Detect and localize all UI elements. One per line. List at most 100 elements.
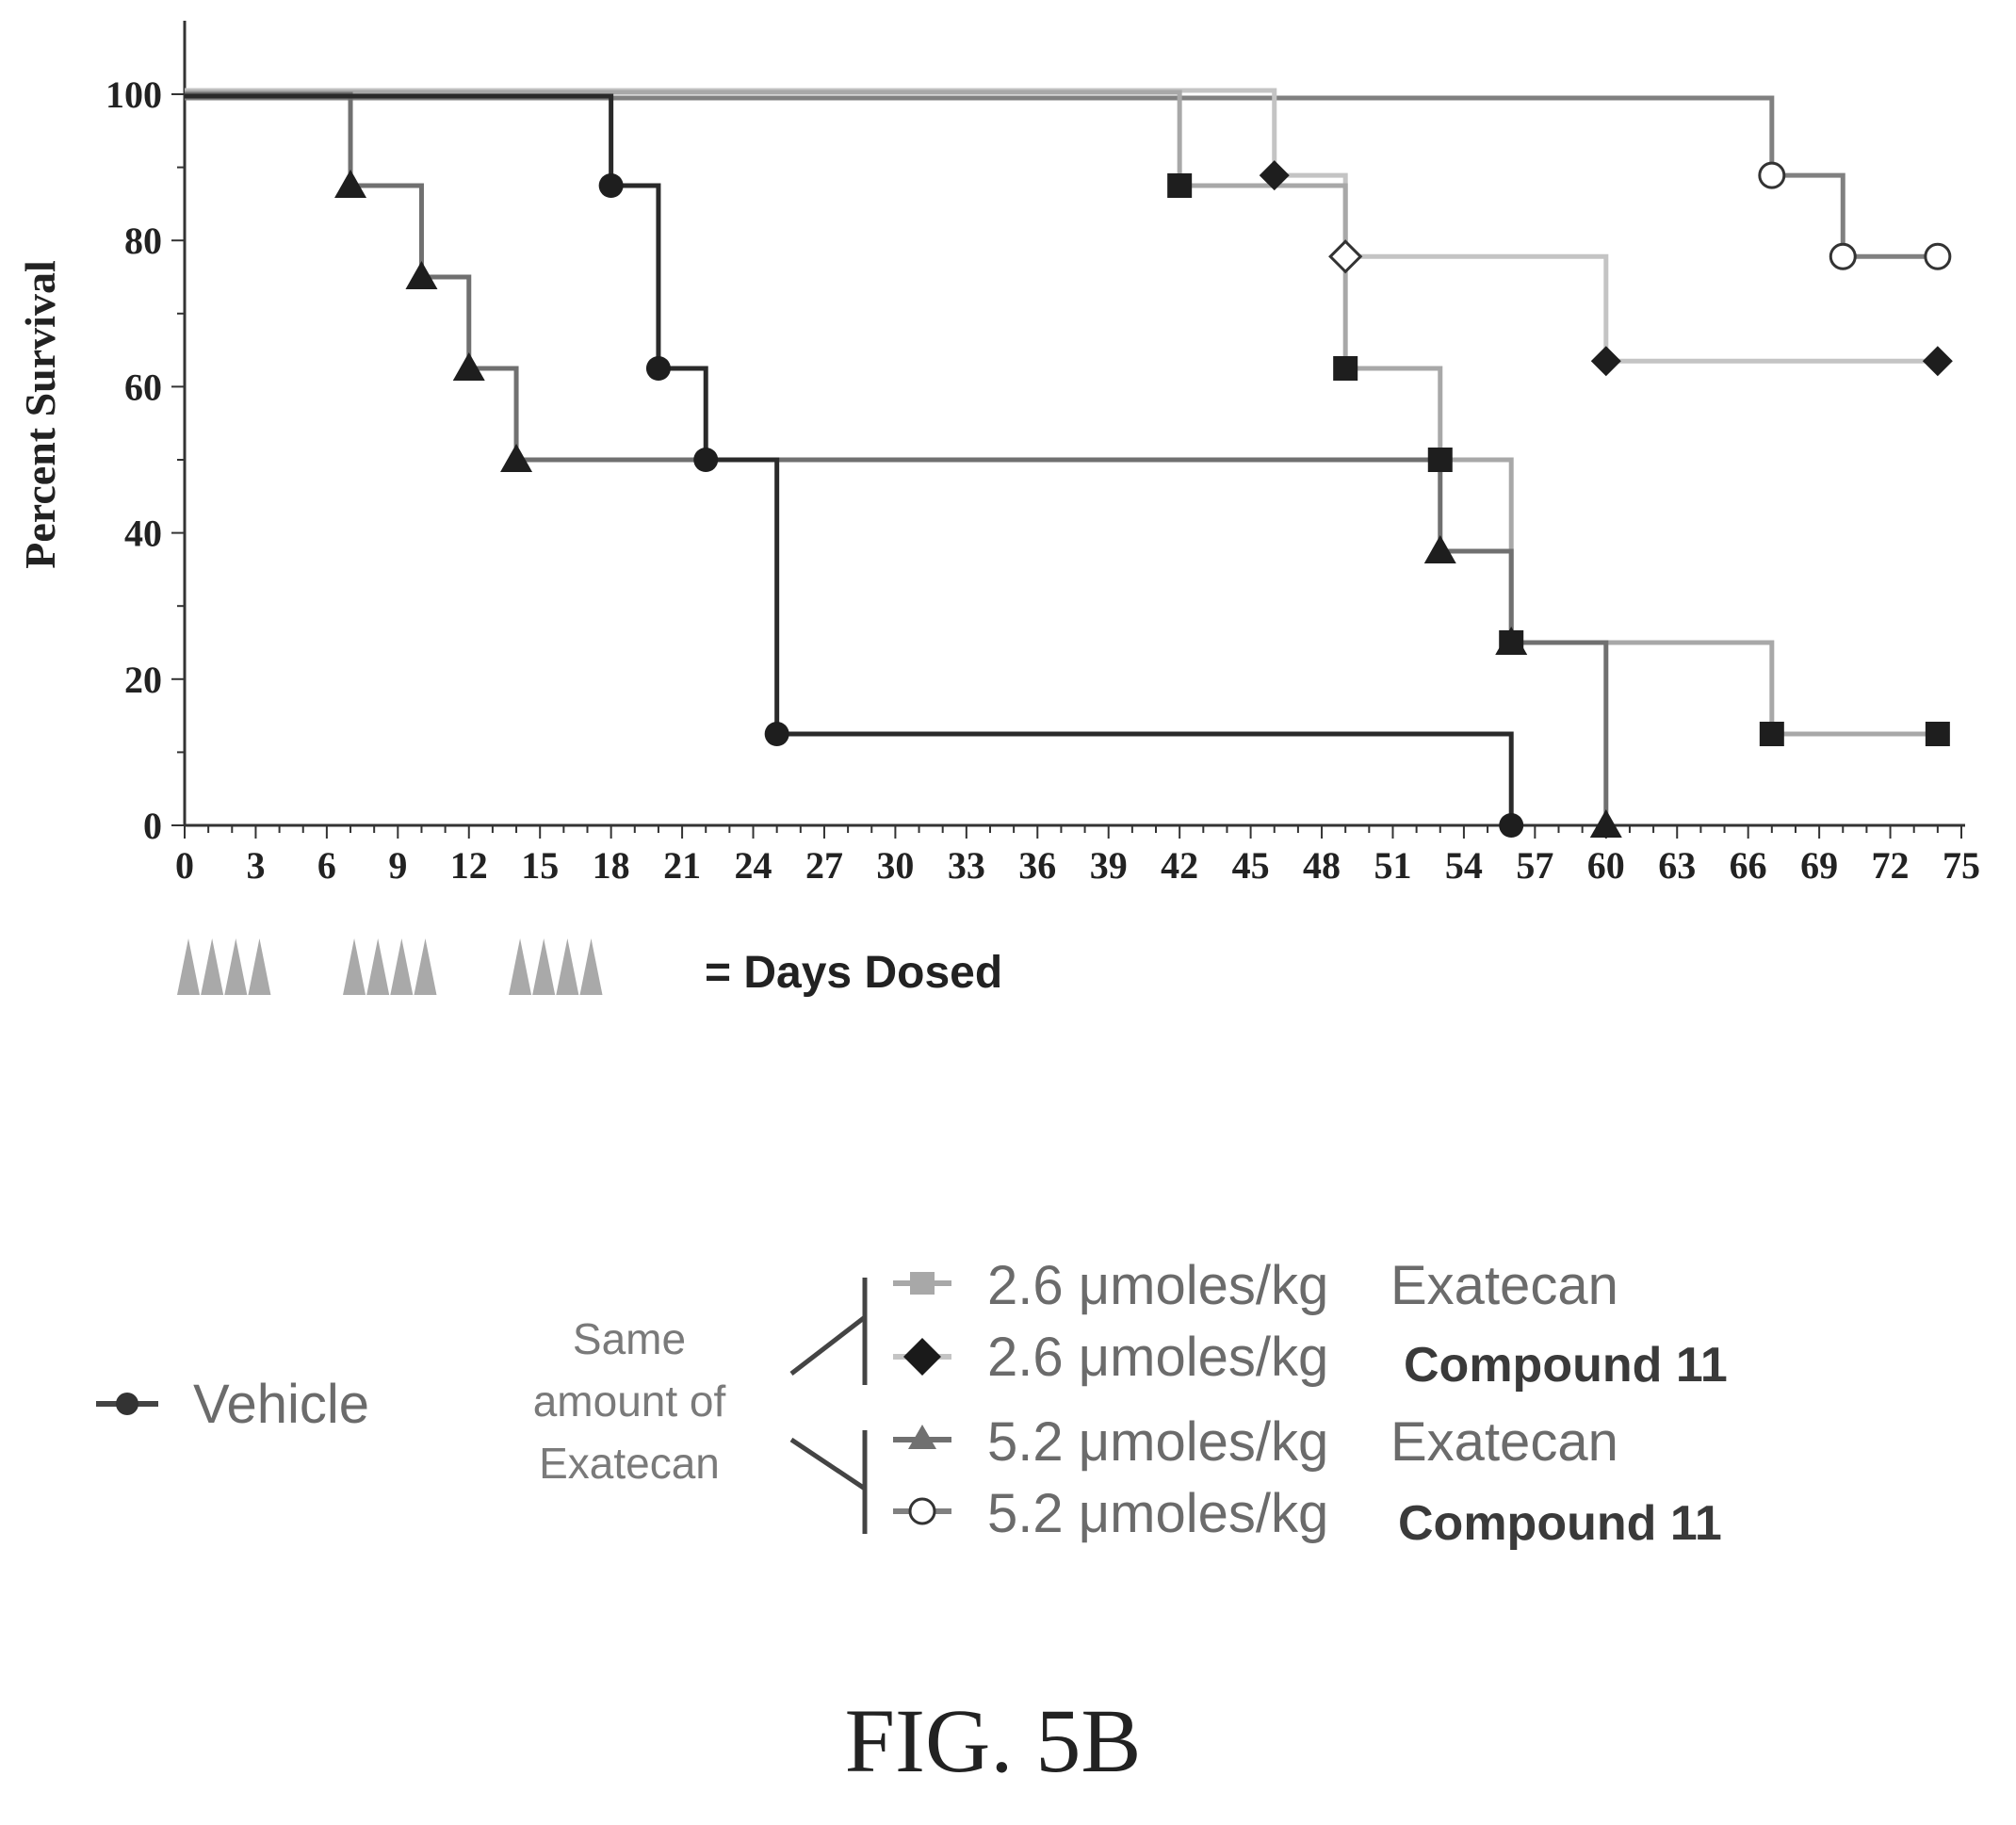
legend-dose-label: 5.2 μmoles/kg [987, 1483, 1328, 1544]
x-tick-label: 3 [246, 844, 265, 887]
dose-day-marker [556, 938, 579, 995]
x-tick-label: 18 [593, 844, 630, 887]
x-tick-label: 24 [735, 844, 772, 887]
series-1-marker [1333, 356, 1358, 381]
legend-entry-exatecan-2-6: 2.6 μmoles/kg Exatecan [893, 1255, 1618, 1316]
legend-square-marker [910, 1272, 935, 1295]
x-tick-label: 21 [663, 844, 701, 887]
legend-name-label: Exatecan [1390, 1255, 1618, 1316]
series-0-marker [645, 356, 671, 381]
x-tick-label: 75 [1943, 844, 1980, 887]
series-3-marker [1495, 627, 1528, 655]
y-tick-label: 20 [124, 659, 162, 701]
legend: Vehicle Same amount of Exatecan 2.6 μmol… [96, 1255, 1728, 1551]
plot-area: 0 3 6 9 12 15 18 21 24 27 30 33 36 39 42 45 48 51 54 57 60 63… [106, 21, 1980, 887]
series-0-marker [693, 448, 719, 472]
legend-dose-label: 2.6 μmoles/kg [987, 1327, 1328, 1388]
series-2-marker [1328, 239, 1363, 274]
legend-triangle-marker [908, 1425, 936, 1449]
legend-name-label: Compound 11 [1398, 1496, 1722, 1551]
x-tick-label: 0 [175, 844, 194, 887]
x-tick-label: 51 [1374, 844, 1411, 887]
dose-day-marker [509, 938, 532, 995]
series-3-marker [334, 170, 367, 198]
x-tick-label: 30 [876, 844, 914, 887]
series-1-marker [1167, 173, 1193, 198]
series-3-marker [405, 261, 438, 289]
upper-bracket-arm [789, 1315, 867, 1376]
series-line-3 [185, 91, 1609, 825]
series-1-marker [1925, 722, 1950, 746]
x-tick-label: 9 [388, 844, 407, 887]
series-1-marker [1427, 448, 1453, 472]
dose-day-marker [248, 938, 271, 995]
y-tick-label: 0 [143, 805, 162, 847]
y-tick-label: 60 [124, 366, 162, 408]
x-tick-label: 36 [1018, 844, 1056, 887]
dose-day-marker [366, 938, 390, 995]
y-axis-title: Percent Survival [16, 260, 64, 568]
group-label-line-3: Exatecan [539, 1439, 720, 1488]
x-tick-label: 12 [450, 844, 488, 887]
series-3-marker [1423, 535, 1456, 563]
dose-day-marker [414, 938, 437, 995]
legend-entry-exatecan-5-2: 5.2 μmoles/kg Exatecan [893, 1411, 1618, 1473]
series-line-0 [185, 93, 1514, 825]
x-tick-label: 57 [1516, 844, 1553, 887]
series-line-4 [185, 95, 1938, 259]
series-line-2 [185, 88, 1938, 364]
x-tick-label: 27 [805, 844, 843, 887]
series-0-marker [598, 173, 624, 198]
legend-entry-compound11-2-6: 2.6 μmoles/kg Compound 11 [893, 1327, 1728, 1393]
x-tick-label: 15 [521, 844, 559, 887]
series-lines [185, 88, 1938, 825]
legend-name-label: Compound 11 [1404, 1338, 1728, 1393]
x-tick-label: 69 [1800, 844, 1838, 887]
dose-day-marker [201, 938, 224, 995]
legend-open-circle-marker [908, 1497, 936, 1525]
dose-day-marker [532, 938, 556, 995]
x-tick-label: 42 [1161, 844, 1198, 887]
x-tick-label: 66 [1730, 844, 1767, 887]
series-2-marker [1259, 160, 1290, 191]
group-label: Same amount of Exatecan [533, 1314, 726, 1488]
series-3-marker [500, 444, 533, 472]
series-1-marker [1759, 722, 1784, 746]
x-tick-label: 39 [1090, 844, 1128, 887]
legend-vehicle: Vehicle [96, 1374, 369, 1435]
legend-diamond-marker [903, 1338, 941, 1376]
legend-dose-label: 5.2 μmoles/kg [987, 1411, 1328, 1473]
series-4-marker [1829, 242, 1857, 270]
group-label-line-1: Same [573, 1314, 686, 1363]
x-tick-label: 63 [1658, 844, 1696, 887]
y-tick-label: 40 [124, 513, 162, 555]
dose-day-marker [177, 938, 200, 995]
group-label-line-2: amount of [533, 1377, 726, 1426]
dose-day-marker [579, 938, 603, 995]
legend-vehicle-marker [116, 1393, 138, 1415]
x-tick-label: 48 [1303, 844, 1341, 887]
y-tick-label: 80 [124, 220, 162, 262]
x-tick-label: 45 [1232, 844, 1270, 887]
legend-name-label: Exatecan [1390, 1411, 1618, 1473]
series-2-marker [1590, 346, 1621, 377]
x-tick-label: 72 [1872, 844, 1910, 887]
dose-day-marker [224, 938, 248, 995]
series-0-marker [764, 722, 789, 746]
y-tick-label: 100 [106, 73, 162, 116]
dose-day-marker [343, 938, 366, 995]
dose-day-markers [177, 938, 603, 995]
series-3-marker [1589, 809, 1622, 838]
legend-brackets [789, 1278, 868, 1534]
x-tick-label: 54 [1445, 844, 1483, 887]
series-0-marker [1499, 813, 1524, 838]
legend-entry-compound11-5-2: 5.2 μmoles/kg Compound 11 [893, 1483, 1722, 1551]
x-tick-label: 60 [1587, 844, 1625, 887]
series-4-marker [1758, 161, 1786, 189]
series-line-1 [185, 90, 1938, 737]
legend-vehicle-label: Vehicle [193, 1374, 369, 1435]
legend-dose-label: 2.6 μmoles/kg [987, 1255, 1328, 1316]
series-markers [334, 160, 1953, 838]
figure-label: FIG. 5B [845, 1690, 1142, 1791]
